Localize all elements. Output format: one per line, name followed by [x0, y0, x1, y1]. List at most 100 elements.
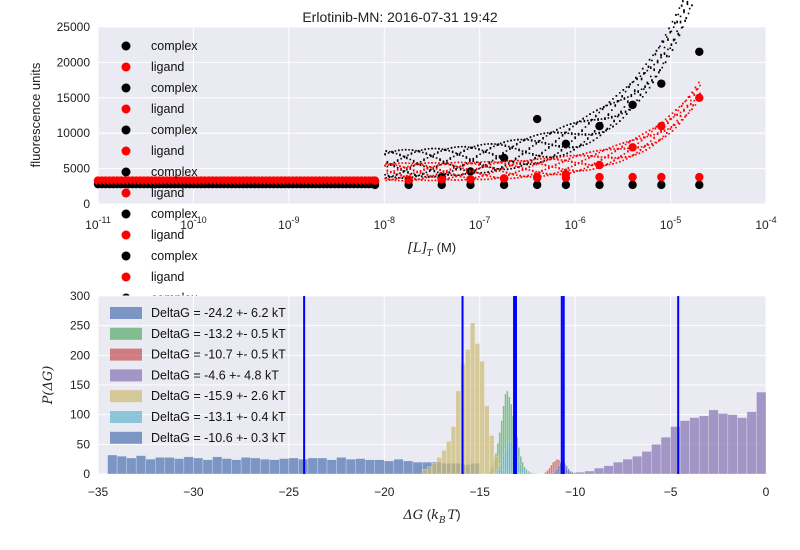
top-trace-dot: [665, 132, 668, 134]
top-trace-dot: [506, 160, 509, 162]
top-trace-dot: [564, 131, 566, 134]
top-trace-dot: [425, 153, 428, 155]
top-trace-dot: [582, 153, 584, 155]
top-trace-dot: [386, 162, 389, 164]
top-trace-dot: [490, 178, 493, 180]
top-trace-dot: [639, 75, 642, 77]
top-trace-dot: [515, 143, 518, 146]
top-trace-dot: [533, 158, 535, 161]
top-trace-dot: [663, 53, 666, 56]
bottom-hist-bar: [489, 435, 495, 475]
bottom-hist-bar: [465, 349, 471, 475]
top-trace-dot: [664, 61, 667, 63]
top-trace-dot: [444, 178, 447, 180]
top-trace-dot: [662, 40, 665, 43]
top-trace-dot: [675, 109, 677, 111]
top-trace-dot: [686, 3, 689, 6]
top-trace-dot: [503, 168, 505, 171]
top-trace-dot: [527, 175, 530, 177]
top-trace-dot: [394, 179, 397, 181]
top-trace-dot: [647, 133, 650, 136]
top-trace-dot: [679, 20, 682, 23]
top-trace-dot: [660, 130, 662, 132]
top-trace-dot: [477, 161, 479, 164]
top-trace-dot: [617, 100, 620, 102]
top-trace-dot: [565, 145, 567, 148]
top-trace-dot: [659, 139, 661, 141]
top-trace-dot: [623, 97, 626, 99]
top-trace-dot: [653, 63, 655, 66]
top-trace-dot: [392, 163, 394, 166]
top-point: [532, 173, 542, 183]
top-trace-dot: [522, 139, 525, 142]
bottom-hist-bar: [523, 470, 526, 475]
top-trace-dot: [388, 176, 391, 179]
top-trace-dot: [503, 177, 505, 180]
top-trace-dot: [627, 147, 629, 150]
top-trace-dot: [654, 53, 657, 56]
top-trace-dot: [558, 162, 560, 165]
top-trace-dot: [477, 172, 479, 174]
top-trace-dot: [521, 150, 524, 152]
top-trace-dot: [412, 169, 415, 171]
top-trace-dot: [530, 161, 533, 163]
top-trace-dot: [503, 141, 505, 144]
top-trace-dot: [402, 166, 405, 168]
bottom-legend-swatch: [110, 390, 142, 403]
top-trace-dot: [592, 111, 595, 113]
top-trace-dot: [651, 59, 653, 62]
top-trace-dot: [436, 176, 439, 179]
top-trace-dot: [486, 164, 488, 167]
top-x-axis-label-unit: (M): [437, 240, 457, 255]
bottom-hist-bar: [756, 391, 767, 475]
top-trace-dot: [386, 172, 389, 175]
top-trace-dot: [584, 126, 587, 128]
top-trace-dot: [570, 133, 573, 136]
top-legend-marker: [121, 209, 131, 219]
top-trace-dot: [663, 126, 666, 128]
top-trace-dot: [568, 169, 571, 171]
top-trace-dot: [519, 141, 522, 143]
top-trace-dot: [647, 144, 650, 146]
top-trace-dot: [542, 161, 544, 163]
bottom-legend-swatch: [110, 307, 142, 319]
top-trace-dot: [572, 146, 574, 148]
top-point: [561, 139, 571, 149]
top-trace-dot: [557, 152, 559, 154]
top-legend-label: ligand: [151, 228, 184, 242]
top-trace-dot: [541, 141, 543, 144]
top-trace-dot: [448, 177, 451, 180]
top-trace-dot: [485, 150, 487, 152]
top-trace-dot: [668, 115, 670, 118]
top-trace-dot: [647, 66, 650, 69]
bottom-hist-bar: [126, 457, 137, 475]
top-trace-dot: [446, 159, 448, 162]
top-trace-dot: [448, 163, 451, 166]
bottom-hist-bar: [317, 457, 328, 475]
top-trace-dot: [425, 152, 428, 155]
top-trace-dot: [556, 173, 558, 176]
top-trace-dot: [608, 163, 611, 166]
top-trace-dot: [669, 117, 672, 120]
top-x-tick-label: 10-7: [469, 215, 490, 232]
top-trace-dot: [463, 164, 465, 167]
top-trace-dot: [553, 172, 556, 175]
top-trace-dot: [576, 146, 579, 149]
top-trace-dot: [514, 172, 517, 174]
top-trace-dot: [553, 158, 556, 161]
top-trace-dot: [690, 102, 692, 105]
top-trace-dot: [469, 160, 471, 163]
top-trace-dot: [488, 166, 491, 169]
top-trace-dot: [509, 148, 511, 150]
top-trace-dot: [406, 167, 408, 169]
top-trace-dot: [687, 12, 690, 15]
top-trace-dot: [694, 86, 697, 89]
top-trace-dot: [430, 168, 432, 171]
top-trace-dot: [584, 134, 587, 136]
top-trace-dot: [385, 179, 388, 182]
top-trace-dot: [641, 150, 644, 153]
top-trace-dot: [578, 120, 581, 122]
top-trace-dot: [534, 172, 536, 175]
top-trace-dot: [498, 155, 501, 158]
top-trace-dot: [635, 137, 637, 140]
